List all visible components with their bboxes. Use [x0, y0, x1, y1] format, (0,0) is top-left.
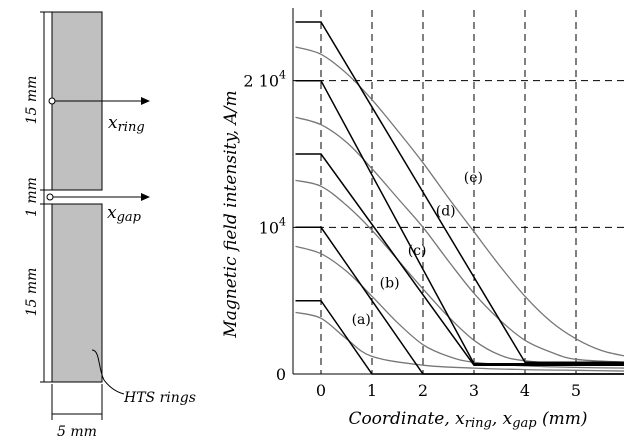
x-tick-label: 2 [418, 381, 428, 400]
series-b-measured-curve [295, 245, 624, 369]
chart-labels: (a) (b) (c) (d) (e) [352, 170, 483, 328]
series-c-label: (c) [408, 243, 427, 259]
series-e-ideal-line [295, 21, 624, 364]
series-e-label: (e) [464, 170, 483, 186]
chart-grid [293, 10, 624, 374]
x-gap-label: xgap [107, 203, 142, 225]
x-gap-origin [46, 193, 54, 201]
series-d-measured-curve [295, 116, 624, 363]
x-ring-origin [48, 97, 56, 105]
x-tick-label: 5 [571, 381, 581, 400]
x-tick-label: 4 [520, 381, 530, 400]
chart-axes: 0 1 2 3 4 5 0 104 2 104 [243, 8, 624, 400]
series-a-measured-curve [295, 311, 624, 372]
series-e-measured-curve [295, 46, 624, 357]
bottom-ring-height-label: 15 mm [24, 268, 40, 317]
series-d-label: (d) [436, 204, 456, 220]
x-tick-label: 3 [469, 381, 479, 400]
y-axis-title: Magnetic field intensity, A/m [221, 90, 241, 338]
hts-rings-label: HTS rings [123, 390, 196, 406]
x-axis-title: Coordinate, xring, xgap (mm) [348, 409, 587, 431]
series-b-label: (b) [380, 275, 400, 291]
chart-series [295, 21, 624, 375]
x-ring-label: xring [108, 113, 145, 135]
y-tick-label: 2 104 [243, 69, 286, 91]
top-ring-height-label: 15 mm [24, 76, 40, 125]
series-a-label: (a) [352, 312, 371, 328]
bottom-ring [51, 203, 103, 383]
series-d-ideal-line [295, 79, 624, 365]
hts-rings-leader [91, 349, 125, 395]
series-c-measured-curve [295, 179, 624, 366]
y-tick-label: 104 [259, 215, 286, 237]
gap-label: 1 mm [24, 177, 40, 217]
series-b-ideal-line [295, 226, 624, 375]
ring-diagram: 15 mm 1 mm 15 mm xring xgap HTS rings 5 … [24, 11, 196, 440]
series-c-ideal-line [295, 153, 624, 366]
x-tick-label: 1 [367, 381, 377, 400]
x-tick-label: 0 [316, 381, 326, 400]
y-tick-label: 0 [276, 365, 286, 384]
ring-width-label: 5 mm [57, 424, 97, 440]
chart: 0 1 2 3 4 5 0 104 2 104 (a) (b) (c) (d) (e) Magnetic… [221, 8, 624, 431]
